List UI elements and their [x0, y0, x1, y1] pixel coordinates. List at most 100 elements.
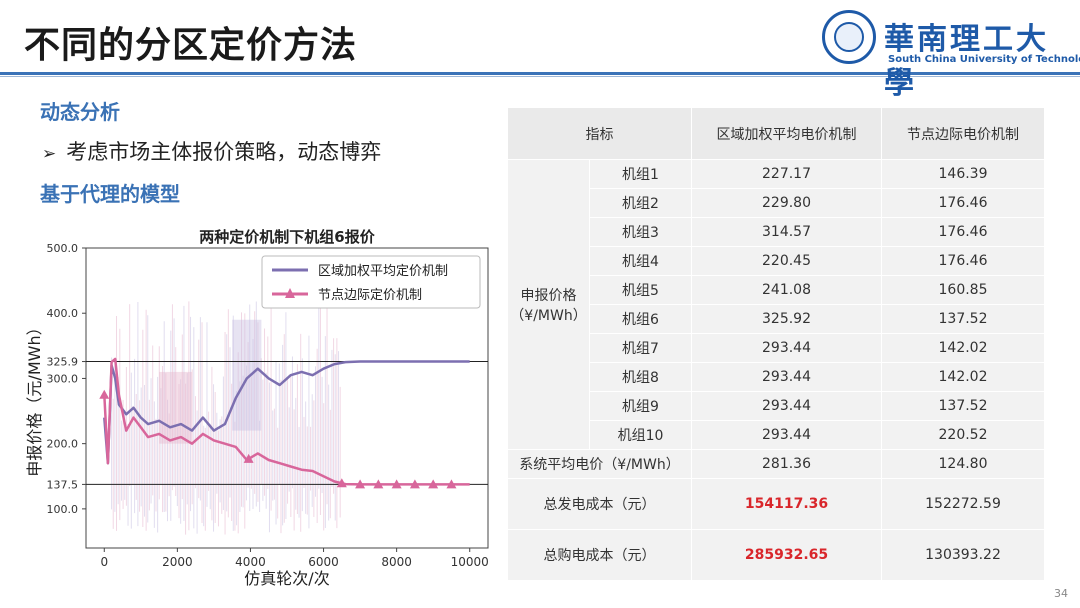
- slide-title: 不同的分区定价方法: [24, 25, 358, 66]
- unit-name-cell: 机组9: [589, 391, 692, 421]
- table-row: 机组3 314.57 176.46: [508, 217, 1045, 247]
- avg-price-nodal: 124.80: [881, 449, 1045, 479]
- y-tick-label: 100.0: [47, 503, 79, 516]
- x-tick-label: 6000: [308, 555, 339, 569]
- chart-title: 两种定价机制下机组6报价: [199, 228, 375, 246]
- series-marker-point: [373, 479, 384, 489]
- zonal-price-cell: 314.57: [691, 217, 882, 247]
- nodal-price-cell: 146.39: [881, 159, 1045, 189]
- legend-nodal-label: 节点边际定价机制: [318, 288, 422, 303]
- nodal-price-cell: 142.02: [881, 362, 1045, 392]
- university-name-cn: 華南理工大學: [884, 22, 1049, 101]
- buy-cost-label: 总购电成本（元）: [507, 529, 692, 581]
- y-tick-label: 400.0: [47, 307, 79, 320]
- unit-name-cell: 机组7: [589, 333, 692, 363]
- x-tick-label: 10000: [451, 555, 489, 569]
- university-seal-icon: [822, 10, 876, 64]
- x-tick-label: 2000: [162, 555, 193, 569]
- zonal-price-cell: 293.44: [691, 420, 882, 450]
- y-tick-label: 500.0: [47, 242, 79, 255]
- x-tick-label: 4000: [235, 555, 266, 569]
- x-axis-ticks: 0 2000 4000 6000 8000 10000: [100, 548, 489, 569]
- table-row: 申报价格 （¥/MWh） 机组1 227.17 146.39: [507, 159, 1045, 450]
- unit-name-cell: 机组5: [589, 275, 692, 305]
- legend-nodal-marker: [285, 288, 295, 298]
- unit-name-cell: 机组10: [589, 420, 692, 450]
- unit-name-cell: 机组1: [589, 159, 692, 189]
- page-number: 34: [1054, 587, 1068, 600]
- bullet-item: ➢ 考虑市场主体报价策略，动态博弈: [42, 136, 381, 166]
- series-marker-point: [446, 479, 457, 489]
- table-row: 机组5 241.08 160.85: [508, 275, 1045, 305]
- avg-price-label: 系统平均电价（¥/MWh）: [507, 449, 692, 479]
- title-divider-thin: [0, 76, 1080, 77]
- nodal-price-cell: 137.52: [881, 391, 1045, 421]
- bullet-text: 考虑市场主体报价策略，动态博弈: [66, 140, 382, 164]
- table-row: 机组8 293.44 142.02: [508, 362, 1045, 392]
- group-label: 申报价格: [520, 287, 577, 304]
- nodal-price-cell: 137.52: [881, 304, 1045, 334]
- nodal-price-cell: 160.85: [881, 275, 1045, 305]
- university-name-en: South China University of Technology: [888, 54, 1080, 65]
- legend-zonal-label: 区域加权平均定价机制: [318, 263, 448, 279]
- unit-name-cell: 机组6: [589, 304, 692, 334]
- gen-cost-zonal: 154117.36: [691, 478, 882, 530]
- y-tick-label: 325.9: [47, 356, 79, 369]
- section-heading-agent: 基于代理的模型: [40, 182, 180, 206]
- buy-cost-zonal: 285932.65: [691, 529, 882, 581]
- series-lines: [103, 357, 470, 486]
- series-marker-point: [99, 389, 110, 399]
- unit-name-cell: 机组4: [589, 246, 692, 276]
- zonal-price-cell: 227.17: [691, 159, 882, 189]
- zonal-price-cell: 325.92: [691, 304, 882, 334]
- unit-name-cell: 机组2: [589, 188, 692, 218]
- nodal-price-cell: 220.52: [881, 420, 1045, 450]
- comparison-table: 指标 区域加权平均电价机制 节点边际电价机制 申报价格 （¥/MWh） 机组1 227…: [507, 107, 1045, 581]
- zonal-price-cell: 293.44: [691, 333, 882, 363]
- series-line-zonal: [103, 360, 470, 465]
- section-heading-dynamic: 动态分析: [40, 100, 120, 124]
- series-marker-point: [336, 478, 347, 488]
- nodal-price-cell: 142.02: [881, 333, 1045, 363]
- header-zonal: 区域加权平均电价机制: [691, 107, 882, 160]
- table-row: 机组9 293.44 137.52: [508, 391, 1045, 421]
- y-axis-ticks: 100.0 137.5 200.0 300.0 325.9 400.0 500.0: [47, 242, 86, 516]
- avg-price-zonal: 281.36: [691, 449, 882, 479]
- zonal-price-cell: 293.44: [691, 391, 882, 421]
- x-axis-label: 仿真轮次/次: [244, 569, 329, 588]
- noise-block: [232, 319, 262, 431]
- unit-name-cell: 机组8: [589, 362, 692, 392]
- nodal-price-cell: 176.46: [881, 188, 1045, 218]
- x-tick-label: 8000: [381, 555, 412, 569]
- series-marker-point: [409, 479, 420, 489]
- y-tick-label: 300.0: [47, 372, 79, 385]
- zonal-price-cell: 220.45: [691, 246, 882, 276]
- nodal-price-cell: 176.46: [881, 246, 1045, 276]
- series-marker-point: [428, 479, 439, 489]
- bid-price-chart: 100.0 137.5 200.0 300.0 325.9 400.0 500.0 0 200…: [10, 222, 495, 594]
- unit-name-cell: 机组3: [589, 217, 692, 247]
- series-markers: [99, 389, 457, 489]
- header-indicator: 指标: [507, 107, 692, 160]
- y-tick-label: 137.5: [47, 478, 79, 491]
- zonal-price-cell: 293.44: [691, 362, 882, 392]
- nodal-price-cell: 176.46: [881, 217, 1045, 247]
- noise-block: [159, 371, 192, 444]
- series-marker-point: [355, 479, 366, 489]
- zonal-price-cell: 229.80: [691, 188, 882, 218]
- group-label-cell: 申报价格 （¥/MWh）: [507, 159, 590, 450]
- header-nodal: 节点边际电价机制: [881, 107, 1045, 160]
- arrow-bullet-icon: ➢: [42, 144, 57, 164]
- series-line-nodal: [103, 357, 470, 486]
- gen-cost-nodal: 152272.59: [881, 478, 1045, 530]
- buy-cost-nodal: 130393.22: [881, 529, 1045, 581]
- chart-svg: 100.0 137.5 200.0 300.0 325.9 400.0 500.0 0 200…: [25, 228, 489, 588]
- group-unit: （¥/MWh）: [510, 307, 587, 324]
- chart-legend: 区域加权平均定价机制 节点边际定价机制: [261, 255, 481, 309]
- gen-cost-label: 总发电成本（元）: [507, 478, 692, 530]
- zonal-price-cell: 241.08: [691, 275, 882, 305]
- table-row: 机组4 220.45 176.46: [508, 246, 1045, 276]
- series-marker-point: [391, 479, 402, 489]
- university-logo: 華南理工大學 South China University of Technol…: [822, 10, 1080, 101]
- y-axis-label: 申报价格（元/MWh）: [25, 319, 44, 476]
